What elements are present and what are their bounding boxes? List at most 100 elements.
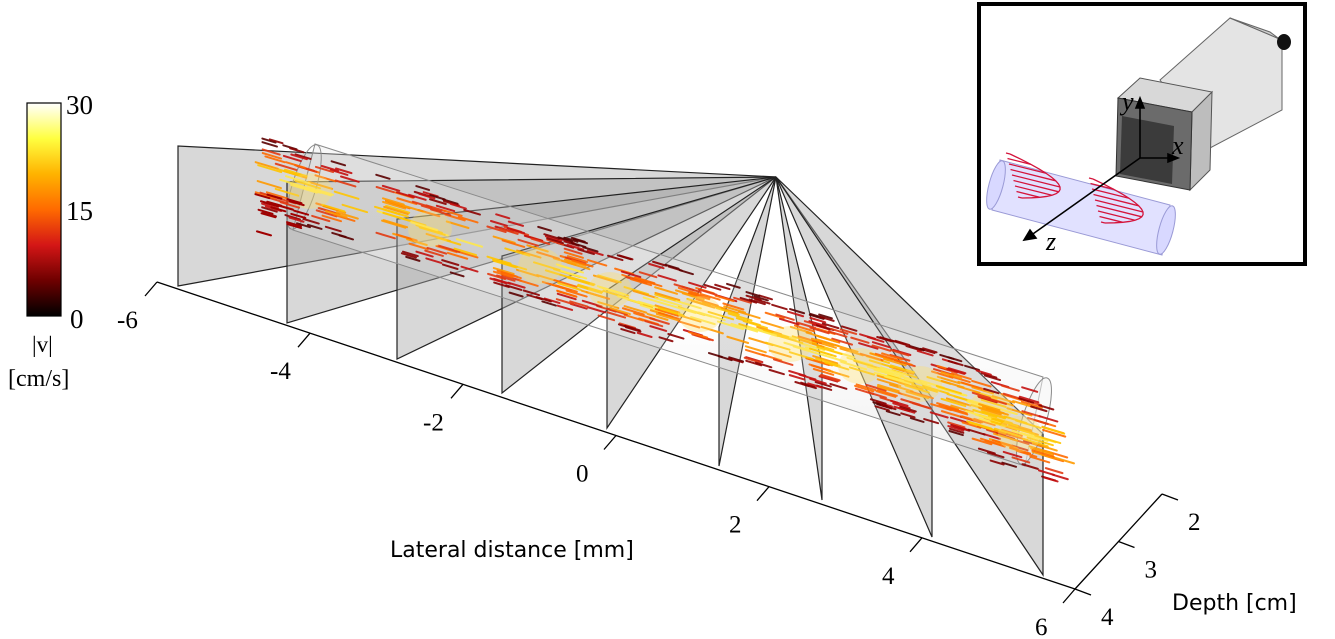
velocity-arrow bbox=[758, 294, 773, 301]
velocity-arrow bbox=[555, 298, 575, 306]
velocity-arrow bbox=[1029, 455, 1051, 464]
velocity-arrow bbox=[654, 286, 679, 295]
velocity-arrow bbox=[415, 224, 443, 234]
velocity-arrow bbox=[570, 241, 587, 249]
profile-arrow bbox=[1090, 182, 1114, 190]
velocity-arrow bbox=[1030, 447, 1055, 457]
velocity-arrow bbox=[1028, 445, 1054, 455]
velocity-arrow bbox=[991, 395, 1016, 404]
velocity-arrow bbox=[290, 183, 318, 194]
velocity-arrow bbox=[581, 299, 603, 308]
velocity-arrow bbox=[991, 439, 1015, 448]
velocity-arrow bbox=[904, 384, 930, 394]
velocity-arrow bbox=[418, 192, 436, 200]
velocity-arrow bbox=[455, 238, 484, 248]
velocity-arrow bbox=[816, 334, 839, 344]
velocity-arrow bbox=[314, 174, 337, 183]
velocity-arrow bbox=[598, 286, 627, 296]
velocity-arrow bbox=[700, 325, 724, 335]
velocity-arrow bbox=[566, 255, 589, 263]
velocity-arrow bbox=[408, 242, 429, 251]
velocity-arrow bbox=[518, 279, 539, 287]
velocity-arrow bbox=[1030, 405, 1048, 413]
velocity-arrow bbox=[586, 306, 607, 314]
axes: -6 -4 -2 0 2 4 6 2 3 4 Lateral distance [mm] Dep… bbox=[117, 281, 1297, 639]
profile-arrow bbox=[1094, 199, 1144, 213]
lateral-tick-mark bbox=[603, 435, 617, 450]
velocity-arrow bbox=[381, 197, 405, 206]
velocity-core bbox=[518, 248, 562, 284]
profile-arrow bbox=[1008, 163, 1047, 174]
colorbar-unit-label: [cm/s] bbox=[8, 366, 69, 392]
velocity-arrow bbox=[508, 291, 524, 298]
inset-coordinate-axes bbox=[1022, 95, 1181, 242]
velocity-arrow bbox=[1001, 384, 1020, 392]
lateral-axis-title: Lateral distance [mm] bbox=[390, 538, 634, 563]
velocity-arrow bbox=[567, 276, 595, 287]
velocity-arrow bbox=[948, 430, 964, 437]
velocity-arrow bbox=[874, 352, 898, 362]
velocity-arrow bbox=[621, 307, 645, 316]
velocity-arrow bbox=[654, 297, 683, 307]
velocity-arrow bbox=[563, 258, 587, 267]
velocity-arrow bbox=[809, 347, 837, 358]
velocity-arrow bbox=[1051, 455, 1075, 465]
velocity-arrow bbox=[690, 299, 716, 309]
profile-arrow bbox=[1097, 210, 1136, 221]
velocity-arrow bbox=[807, 382, 824, 389]
velocity-arrow bbox=[715, 307, 740, 316]
velocity-arrow bbox=[435, 236, 462, 246]
velocity-arrow bbox=[429, 194, 446, 201]
velocity-arrow bbox=[381, 184, 401, 192]
velocity-arrow bbox=[530, 237, 551, 246]
velocity-arrow bbox=[840, 360, 868, 371]
velocity-arrow bbox=[829, 327, 849, 335]
velocity-arrow bbox=[990, 420, 1018, 431]
velocity-arrow bbox=[722, 302, 745, 311]
velocity-arrow bbox=[899, 405, 917, 413]
velocity-arrow bbox=[285, 161, 306, 169]
lateral-tick-label: -4 bbox=[270, 358, 291, 385]
velocity-arrow bbox=[909, 390, 934, 400]
velocity-arrow bbox=[572, 238, 589, 245]
velocity-arrow bbox=[751, 327, 779, 338]
velocity-arrow bbox=[865, 383, 887, 392]
profile-arrow bbox=[1091, 188, 1130, 199]
velocity-arrow bbox=[876, 378, 902, 388]
profile-arrow bbox=[1099, 215, 1123, 223]
velocity-arrow bbox=[961, 415, 984, 424]
velocity-arrow bbox=[990, 405, 1018, 416]
lateral-tick-mark bbox=[909, 537, 923, 553]
velocity-arrow bbox=[577, 283, 604, 293]
inset-vessel-end bbox=[1156, 205, 1176, 255]
velocity-arrow bbox=[620, 270, 642, 279]
velocity-arrow bbox=[487, 272, 507, 281]
velocity-arrow bbox=[980, 398, 1007, 408]
velocity-arrow bbox=[642, 296, 670, 307]
velocity-arrow bbox=[853, 359, 881, 370]
velocity-arrow bbox=[315, 209, 338, 218]
inset-y-label: y bbox=[1119, 87, 1134, 116]
velocity-arrow bbox=[341, 203, 369, 214]
depth-axis-ticks: 2 3 4 bbox=[1074, 493, 1201, 631]
velocity-arrow bbox=[556, 292, 577, 301]
velocity-arrow bbox=[699, 292, 721, 301]
velocity-arrow bbox=[1020, 432, 1049, 443]
colorbar-gradient bbox=[26, 102, 62, 317]
velocity-arrow bbox=[375, 231, 396, 240]
velocity-arrow bbox=[558, 264, 585, 274]
velocity-arrow bbox=[395, 233, 418, 242]
velocity-arrow bbox=[1043, 476, 1059, 483]
velocity-arrow bbox=[492, 235, 516, 244]
velocity-arrow bbox=[798, 341, 826, 352]
velocity-arrow bbox=[557, 236, 574, 243]
velocity-arrow bbox=[691, 333, 712, 341]
velocity-arrow bbox=[940, 397, 967, 408]
velocity-arrow bbox=[284, 175, 311, 185]
velocity-arrow bbox=[408, 193, 427, 201]
velocity-arrow bbox=[324, 225, 342, 233]
velocity-core bbox=[678, 296, 722, 332]
velocity-arrow bbox=[868, 359, 894, 369]
velocity-arrow bbox=[739, 296, 758, 304]
